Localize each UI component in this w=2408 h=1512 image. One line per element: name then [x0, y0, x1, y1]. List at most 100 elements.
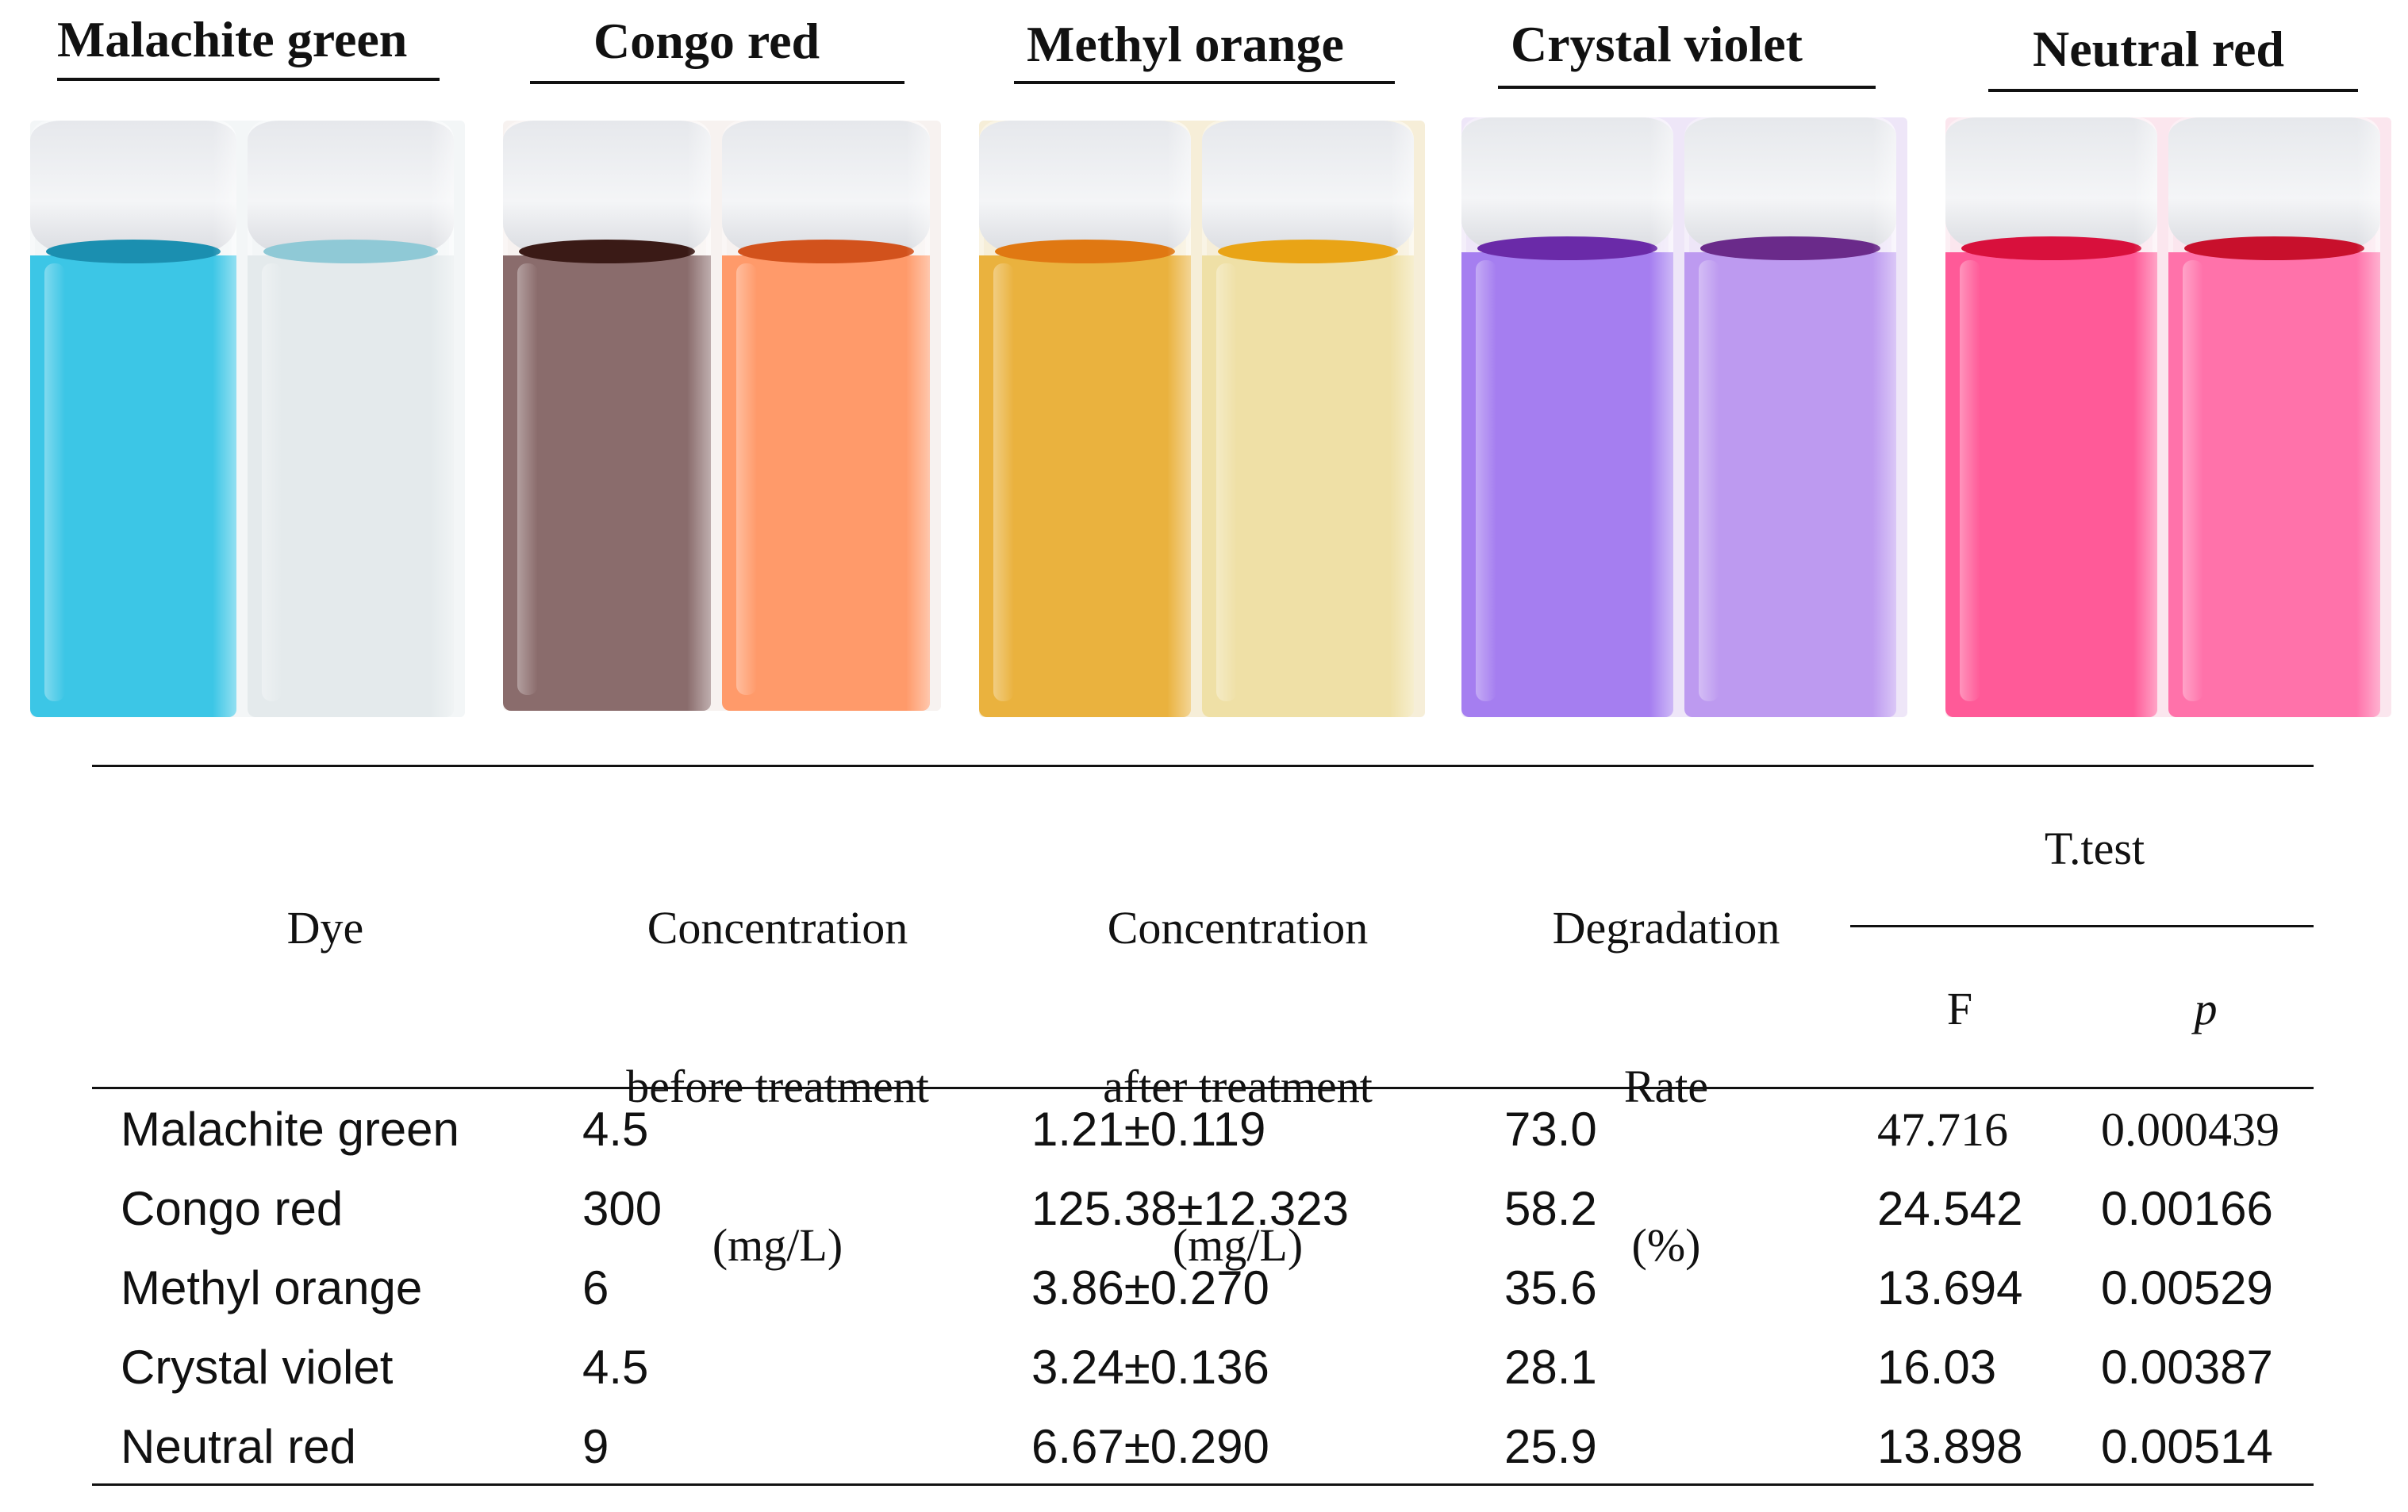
glass-sheen [1476, 260, 1496, 701]
liquid [1945, 252, 2157, 717]
cell-after: 3.24±0.136 [1031, 1341, 1269, 1394]
cell-after: 1.21±0.119 [1031, 1103, 1266, 1156]
header-conc-after: Concentration after treatment (mg/L) [1031, 809, 1444, 1364]
liquid [722, 255, 930, 711]
glass-wall [1872, 117, 1896, 717]
meniscus [1477, 236, 1657, 260]
cell-rate: 28.1 [1504, 1341, 1597, 1394]
glass-wall [687, 121, 711, 711]
header-line: Degradation [1552, 902, 1780, 954]
meniscus [46, 240, 221, 263]
dye-title: Methyl orange [1027, 16, 1344, 72]
cell-before: 9 [582, 1420, 609, 1473]
cell-before: 4.5 [582, 1341, 649, 1394]
glass-sheen [1699, 260, 1719, 701]
cuvette-before [503, 121, 711, 711]
dye-title: Congo red [593, 13, 820, 69]
cell-dye: Methyl orange [121, 1261, 423, 1314]
dye-group-crystal-violet: Crystal violet [1444, 0, 1928, 722]
meniscus [2184, 236, 2364, 260]
meniscus [995, 240, 1175, 263]
meniscus [738, 240, 914, 263]
cell-after: 6.67±0.290 [1031, 1420, 1269, 1473]
cell-rate: 73.0 [1504, 1103, 1597, 1156]
cell-before: 300 [582, 1182, 662, 1235]
header-line: Concentration [647, 902, 908, 954]
cell-rate: 58.2 [1504, 1182, 1597, 1235]
glass-sheen [736, 263, 757, 695]
cell-f: 47.716 [1877, 1103, 2008, 1156]
liquid [1461, 252, 1673, 717]
cuvette-after [722, 121, 930, 711]
ttest-rule [1850, 925, 2314, 927]
title-underline [57, 78, 440, 81]
glass-sheen [993, 263, 1014, 701]
cuvette-after [1202, 121, 1414, 717]
glass-sheen [262, 263, 282, 701]
glass-sheen [44, 263, 65, 701]
air-gap [979, 121, 1191, 255]
dye-title: Neutral red [2033, 21, 2284, 77]
liquid [248, 255, 454, 717]
air-gap [2168, 117, 2380, 252]
header-line: (%) [1631, 1219, 1701, 1271]
dye-group-congo-red: Congo red [476, 0, 952, 722]
liquid [503, 255, 711, 711]
dye-group-methyl-orange: Methyl orange [952, 0, 1444, 722]
glass-wall [2356, 117, 2380, 717]
header-line: (mg/L) [712, 1219, 843, 1271]
cuvette-before [30, 121, 236, 717]
glass-wall [1167, 121, 1191, 717]
glass-wall [2133, 117, 2157, 717]
cell-p: 0.00514 [2101, 1420, 2273, 1473]
cuvette-after [248, 121, 454, 717]
meniscus [519, 240, 695, 263]
cuvette-before [979, 121, 1191, 717]
meniscus [1218, 240, 1398, 263]
liquid [1684, 252, 1896, 717]
glass-wall [906, 121, 930, 711]
liquid [30, 255, 236, 717]
header-conc-before: Concentration before treatment (mg/L) [555, 809, 1000, 1364]
air-gap [1945, 117, 2157, 252]
dye-group-neutral-red: Neutral red [1928, 0, 2408, 722]
cell-dye: Crystal violet [121, 1341, 394, 1394]
header-ttest: T.test [2044, 823, 2145, 874]
table-top-rule [92, 765, 2314, 767]
dye-title: Malachite green [57, 11, 408, 67]
cuvette-photo [503, 121, 941, 711]
meniscus [1961, 236, 2141, 260]
air-gap [1461, 117, 1673, 252]
cuvette-before [1461, 117, 1673, 717]
header-line: before treatment [626, 1061, 929, 1112]
meniscus [1700, 236, 1880, 260]
header-line: Concentration [1107, 902, 1369, 954]
cuvette-after [1684, 117, 1896, 717]
cell-dye: Neutral red [121, 1420, 356, 1473]
cell-f: 13.898 [1877, 1420, 2023, 1473]
header-p: p [2194, 983, 2218, 1034]
header-f: F [1946, 983, 1973, 1034]
liquid [2168, 252, 2380, 717]
title-underline [1014, 81, 1395, 84]
cuvette-photo [30, 121, 465, 717]
liquid [979, 255, 1191, 717]
cell-f: 24.542 [1877, 1182, 2023, 1235]
cell-f: 13.694 [1877, 1261, 2023, 1314]
header-line: after treatment [1103, 1061, 1373, 1112]
cell-after: 3.86±0.270 [1031, 1261, 1269, 1314]
header-dye: Dye [286, 902, 364, 954]
cuvette-photo [1461, 117, 1907, 717]
cuvette-photo [979, 121, 1425, 717]
glass-sheen [2183, 260, 2203, 701]
cell-p: 0.00387 [2101, 1341, 2273, 1394]
glass-sheen [1960, 260, 1980, 701]
glass-wall [1649, 117, 1673, 717]
title-underline [1498, 86, 1876, 89]
dye-group-malachite-green: Malachite green [0, 0, 476, 722]
air-gap [503, 121, 711, 255]
title-underline [530, 81, 904, 84]
header-degradation-rate: Degradation Rate (%) [1492, 809, 1841, 1364]
meniscus [263, 240, 438, 263]
cell-after: 125.38±12.323 [1031, 1182, 1349, 1235]
